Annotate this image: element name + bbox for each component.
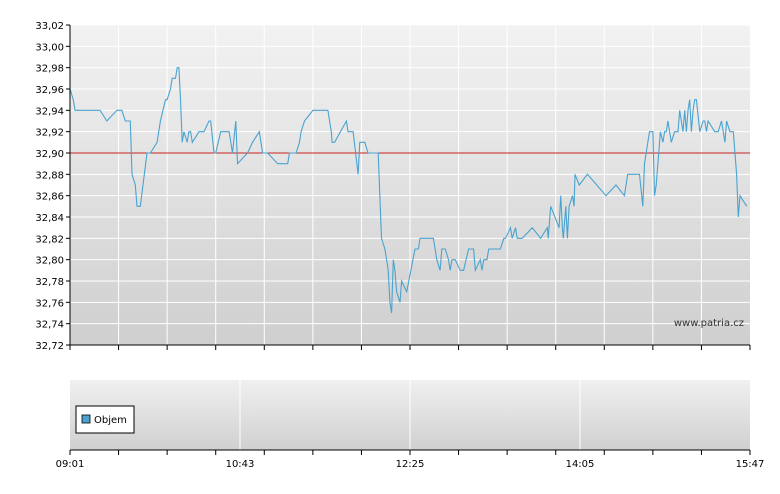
price-axis-ticks [66,24,70,346]
price-tick-label: 32,92 [35,128,64,139]
price-tick-label: 32,78 [35,277,64,288]
price-tick-label: 32,96 [35,85,64,96]
price-tick-label: 32,98 [35,64,64,75]
price-tick-label: 32,86 [35,192,64,203]
price-tick-label: 33,02 [35,21,64,32]
bottom-time-ticks [69,450,751,455]
time-axis-labels: 09:01 10:43 12:25 14:05 15:47 [56,459,765,470]
legend-swatch [81,414,91,424]
price-tick-label: 32,90 [35,149,64,160]
volume-legend: Objem [75,405,135,434]
time-gridlines [118,25,702,345]
price-tick-label: 32,72 [35,341,64,352]
price-tick-label: 32,76 [35,298,64,309]
time-tick-label: 12:25 [396,459,425,470]
price-tick-label: 33,00 [35,42,64,53]
price-tick-label: 32,74 [35,320,64,331]
top-time-ticks [69,345,751,350]
legend-label: Objem [94,415,127,426]
price-axis-labels: 33,02 33,00 32,98 32,96 32,94 32,92 32,90 32,88… [35,21,64,352]
volume-gridlines [239,380,581,450]
time-tick-label: 09:01 [56,459,85,470]
price-tick-label: 32,84 [35,213,64,224]
price-tick-label: 32,94 [35,106,64,117]
time-tick-label: 15:47 [736,459,765,470]
price-tick-label: 32,80 [35,256,64,267]
price-series-line [69,67,748,314]
legend-box [75,405,135,434]
price-tick-label: 32,88 [35,170,64,181]
watermark-label: www.patria.cz [674,318,744,329]
time-tick-label: 14:05 [566,459,595,470]
time-tick-label: 10:43 [226,459,255,470]
price-tick-label: 32,82 [35,234,64,245]
